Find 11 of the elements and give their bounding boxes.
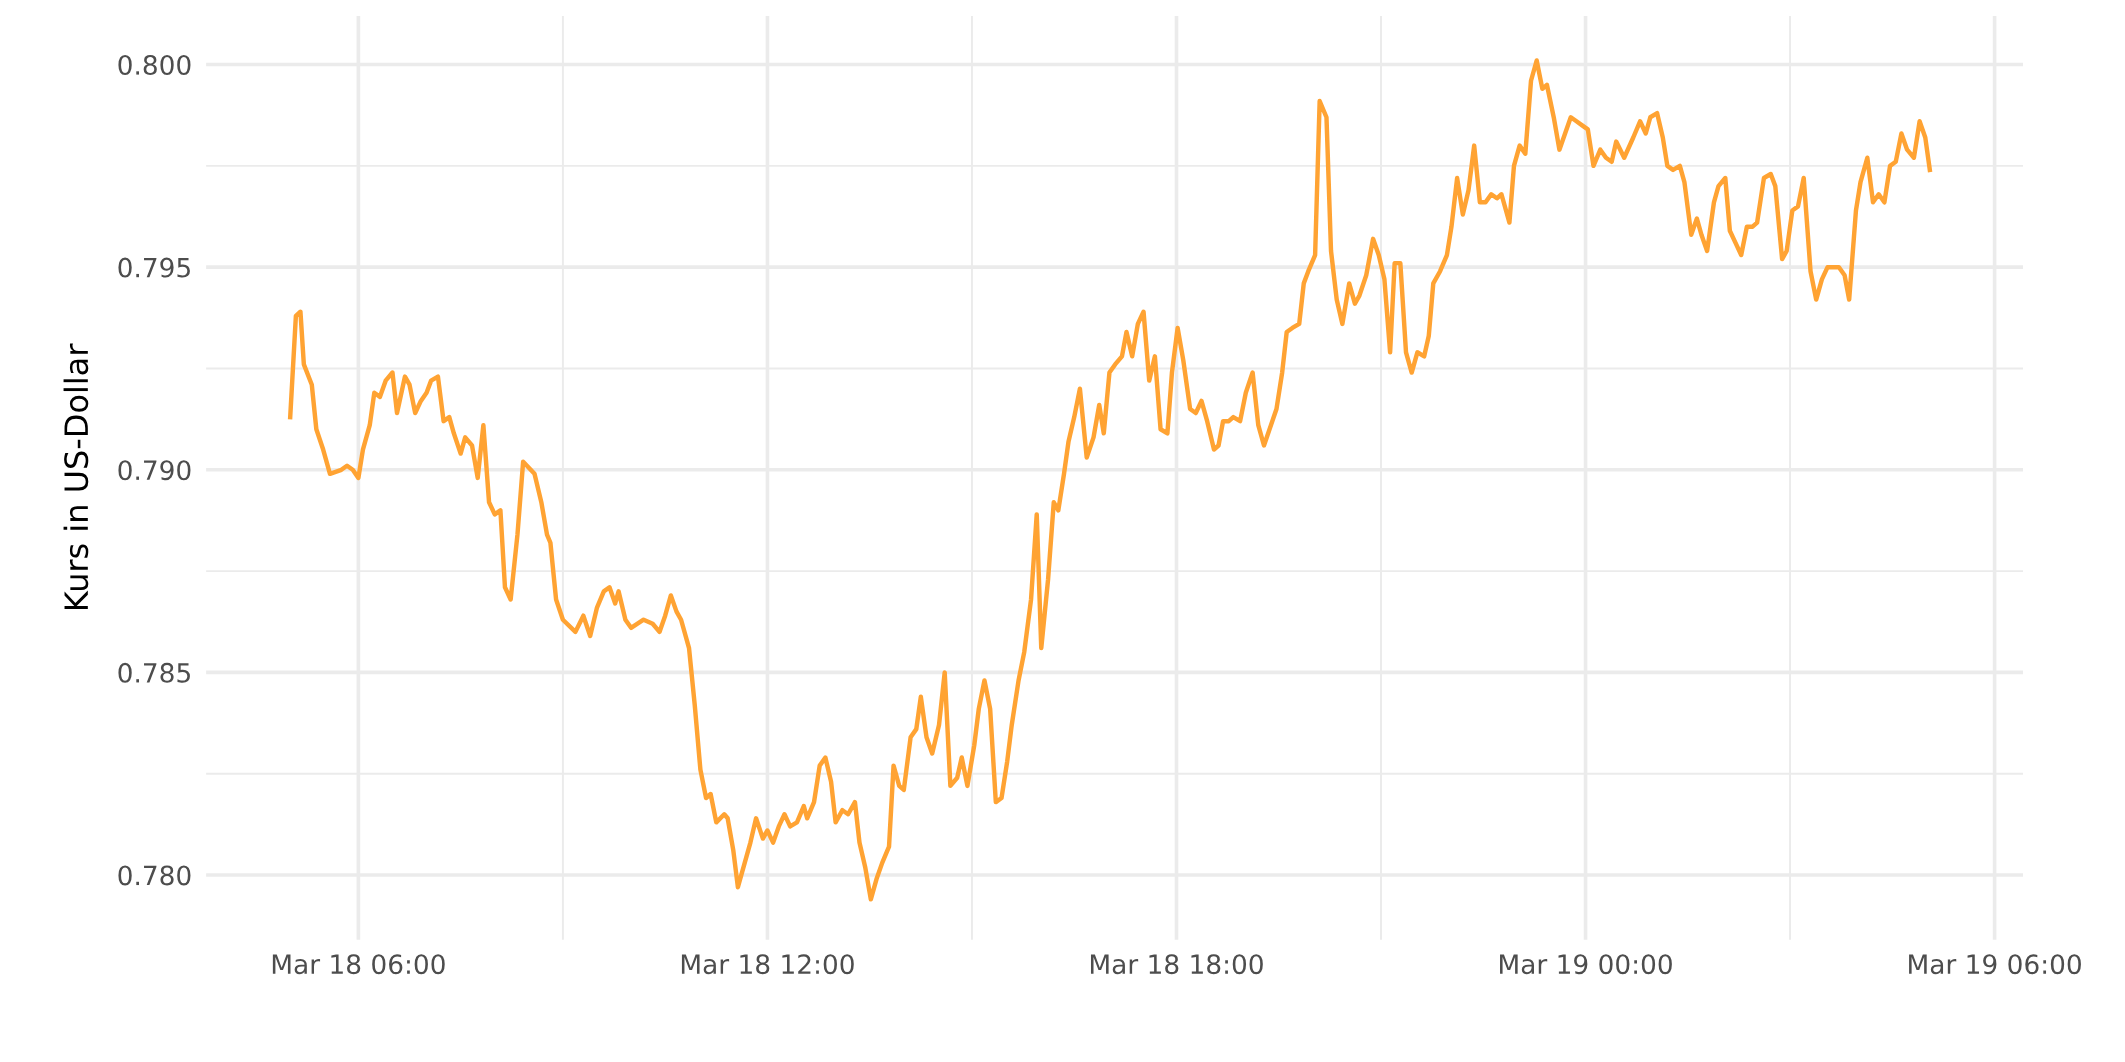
y-axis-title: Kurs in US-Dollar (63, 343, 89, 610)
x-tick-label: Mar 19 06:00 (1909, 954, 2081, 975)
y-tick-label: 0.800 (118, 55, 191, 75)
y-tick-label: 0.795 (118, 257, 190, 278)
x-tick-label: Mar 19 00:00 (1500, 954, 1672, 975)
y-tick-label: 0.790 (118, 460, 191, 481)
y-tick-label: 0.780 (118, 865, 191, 886)
x-tick-label: Mar 18 18:00 (1090, 954, 1263, 975)
x-tick-label: Mar 18 06:00 (272, 954, 445, 975)
x-tick-label: Mar 18 12:00 (681, 954, 854, 975)
y-tick-label: 0.785 (118, 662, 190, 683)
